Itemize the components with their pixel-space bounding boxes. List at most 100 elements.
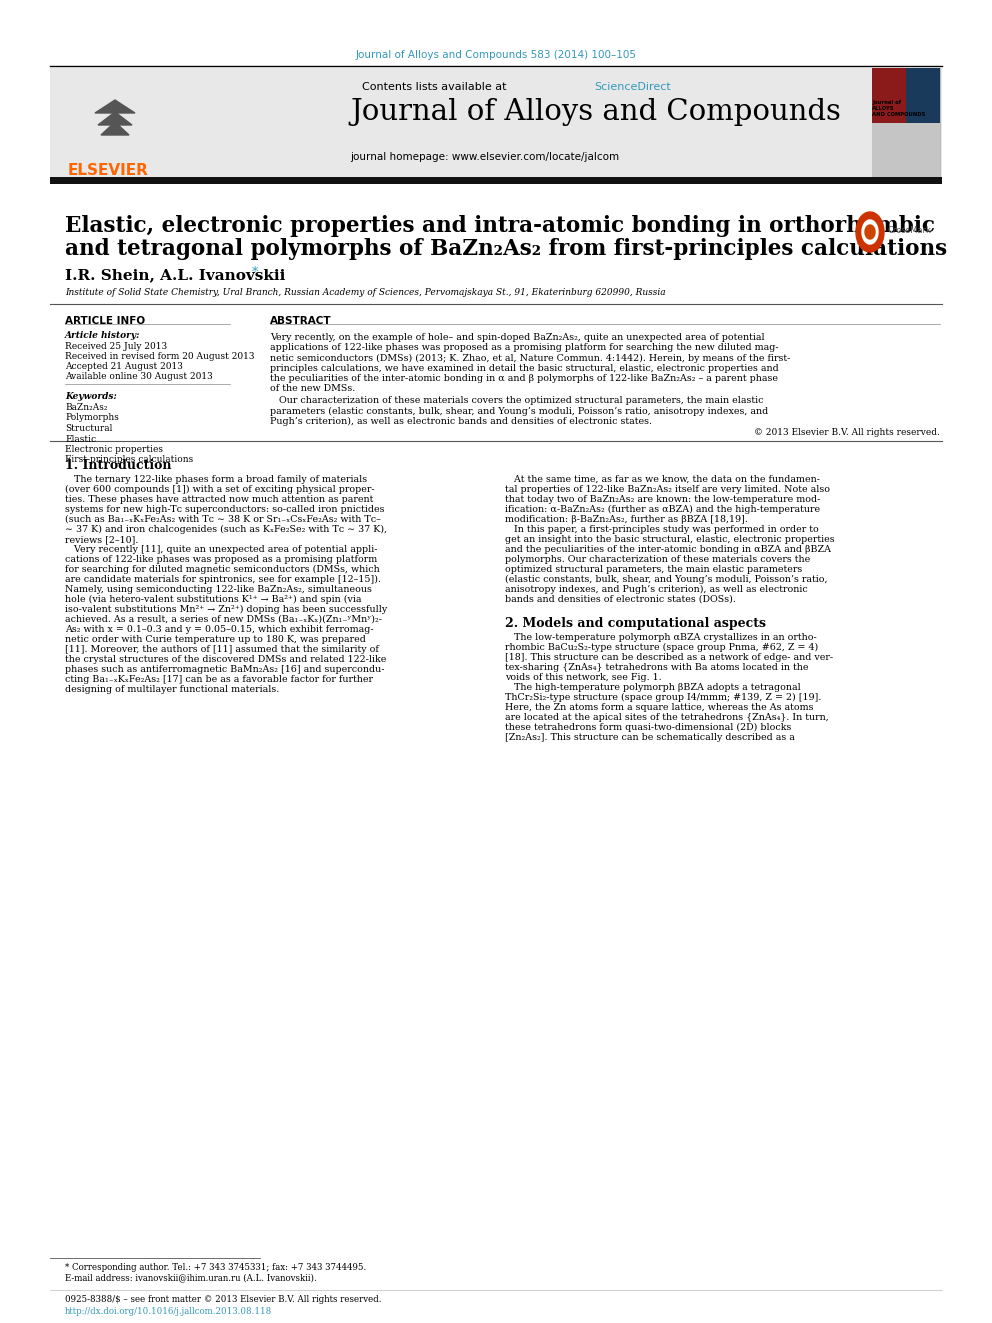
Text: ARTICLE INFO: ARTICLE INFO [65, 316, 145, 325]
Text: [11]. Moreover, the authors of [11] assumed that the similarity of: [11]. Moreover, the authors of [11] assu… [65, 644, 379, 654]
Text: ABSTRACT: ABSTRACT [270, 316, 331, 325]
Text: that today two of BaZn₂As₂ are known: the low-temperature mod-: that today two of BaZn₂As₂ are known: th… [505, 495, 820, 504]
Text: Very recently, on the example of hole– and spin-doped BaZn₂As₂, quite an unexpec: Very recently, on the example of hole– a… [270, 333, 765, 343]
Text: At the same time, as far as we know, the data on the fundamen-: At the same time, as far as we know, the… [505, 475, 820, 484]
Text: iso-valent substitutions Mn²⁺ → Zn²⁺) doping has been successfully: iso-valent substitutions Mn²⁺ → Zn²⁺) do… [65, 605, 387, 614]
Polygon shape [95, 101, 135, 112]
Text: designing of multilayer functional materials.: designing of multilayer functional mater… [65, 685, 280, 693]
Bar [50, 177, 942, 184]
Text: hole (via hetero-valent substitutions K¹⁺ → Ba²⁺) and spin (via: hole (via hetero-valent substitutions K¹… [65, 595, 361, 603]
Text: modification: β-BaZn₂As₂, further as βBZA [18,19].: modification: β-BaZn₂As₂, further as βBZ… [505, 515, 748, 524]
Text: optimized structural parameters, the main elastic parameters: optimized structural parameters, the mai… [505, 565, 803, 574]
Text: I.R. Shein, A.L. Ivanovskii: I.R. Shein, A.L. Ivanovskii [65, 269, 286, 282]
Text: E-mail address: ivanovskii@ihim.uran.ru (A.L. Ivanovskii).: E-mail address: ivanovskii@ihim.uran.ru … [65, 1273, 316, 1282]
Text: ties. These phases have attracted now much attention as parent: ties. These phases have attracted now mu… [65, 495, 373, 504]
Text: (such as Ba₁₋ₓKₓFe₂As₂ with Tᴄ ∼ 38 K or Sr₁₋ₓCsₓFe₂As₂ with Tᴄ–: (such as Ba₁₋ₓKₓFe₂As₂ with Tᴄ ∼ 38 K or… [65, 515, 381, 524]
Text: [18]. This structure can be described as a network of edge- and ver-: [18]. This structure can be described as… [505, 652, 833, 662]
Text: (elastic constants, bulk, shear, and Young’s moduli, Poisson’s ratio,: (elastic constants, bulk, shear, and You… [505, 574, 827, 583]
Text: Structural: Structural [65, 423, 112, 433]
Text: Elastic, electronic properties and intra-atomic bonding in orthorhombic: Elastic, electronic properties and intra… [65, 216, 935, 237]
Text: phases such as antiferromagnetic BaMn₂As₂ [16] and supercondu-: phases such as antiferromagnetic BaMn₂As… [65, 664, 385, 673]
Text: [Zn₂As₂]. This structure can be schematically described as a: [Zn₂As₂]. This structure can be schemati… [505, 733, 795, 742]
Text: netic semiconductors (DMSs) (2013; K. Zhao, et al, Nature Commun. 4:1442). Herei: netic semiconductors (DMSs) (2013; K. Zh… [270, 353, 791, 363]
Polygon shape [862, 220, 878, 243]
Text: these tetrahedrons form quasi-two-dimensional (2D) blocks: these tetrahedrons form quasi-two-dimens… [505, 722, 792, 732]
Text: parameters (elastic constants, bulk, shear, and Young’s moduli, Poisson’s ratio,: parameters (elastic constants, bulk, she… [270, 406, 768, 415]
Polygon shape [856, 212, 884, 251]
Text: anisotropy indexes, and Pugh’s criterion), as well as electronic: anisotropy indexes, and Pugh’s criterion… [505, 585, 807, 594]
Text: Received 25 July 2013: Received 25 July 2013 [65, 343, 167, 351]
Text: and the peculiarities of the inter-atomic bonding in αBZA and βBZA: and the peculiarities of the inter-atomi… [505, 545, 831, 554]
Text: netic order with Curie temperature up to 180 K, was prepared: netic order with Curie temperature up to… [65, 635, 366, 644]
Text: 0925-8388/$ – see front matter © 2013 Elsevier B.V. All rights reserved.: 0925-8388/$ – see front matter © 2013 El… [65, 1295, 382, 1304]
Text: ELSEVIER: ELSEVIER [68, 163, 149, 179]
Text: the crystal structures of the discovered DMSs and related 122-like: the crystal structures of the discovered… [65, 655, 386, 664]
Text: http://dx.doi.org/10.1016/j.jallcom.2013.08.118: http://dx.doi.org/10.1016/j.jallcom.2013… [65, 1307, 272, 1316]
Text: ScienceDirect: ScienceDirect [594, 82, 671, 93]
Text: Elastic: Elastic [65, 434, 96, 443]
Text: (over 600 compounds [1]) with a set of exciting physical proper-: (over 600 compounds [1]) with a set of e… [65, 484, 375, 493]
Bar [50, 67, 942, 179]
Text: get an insight into the basic structural, elastic, electronic properties: get an insight into the basic structural… [505, 534, 834, 544]
Text: The high-temperature polymorph βBZA adopts a tetragonal: The high-temperature polymorph βBZA adop… [505, 683, 801, 692]
Text: applications of 122-like phases was proposed as a promising platform for searchi: applications of 122-like phases was prop… [270, 343, 779, 352]
Text: First-principles calculations: First-principles calculations [65, 455, 193, 464]
Text: principles calculations, we have examined in detail the basic structural, elasti: principles calculations, we have examine… [270, 364, 779, 373]
Bar [906, 67, 940, 123]
Bar [872, 67, 906, 123]
Text: voids of this network, see Fig. 1.: voids of this network, see Fig. 1. [505, 673, 662, 681]
Text: the peculiarities of the inter-atomic bonding in α and β polymorphs of 122-like : the peculiarities of the inter-atomic bo… [270, 374, 778, 382]
Text: are located at the apical sites of the tetrahedrons {ZnAs₄}. In turn,: are located at the apical sites of the t… [505, 713, 828, 722]
Text: Journal of
ALLOYS
AND COMPOUNDS: Journal of ALLOYS AND COMPOUNDS [872, 101, 926, 118]
Polygon shape [98, 112, 132, 124]
Text: © 2013 Elsevier B.V. All rights reserved.: © 2013 Elsevier B.V. All rights reserved… [754, 427, 940, 437]
Polygon shape [865, 225, 875, 239]
Text: journal homepage: www.elsevier.com/locate/jalcom: journal homepage: www.elsevier.com/locat… [350, 152, 619, 161]
Text: As₂ with x = 0.1–0.3 and y = 0.05–0.15, which exhibit ferromag-: As₂ with x = 0.1–0.3 and y = 0.05–0.15, … [65, 624, 374, 634]
Text: Very recently [11], quite an unexpected area of potential appli-: Very recently [11], quite an unexpected … [65, 545, 378, 554]
Text: Our characterization of these materials covers the optimized structural paramete: Our characterization of these materials … [270, 396, 764, 405]
Text: and tetragonal polymorphs of BaZn₂As₂ from first-principles calculations: and tetragonal polymorphs of BaZn₂As₂ fr… [65, 238, 947, 261]
Text: Received in revised form 20 August 2013: Received in revised form 20 August 2013 [65, 352, 255, 361]
Text: * Corresponding author. Tel.: +7 343 3745331; fax: +7 343 3744495.: * Corresponding author. Tel.: +7 343 374… [65, 1263, 366, 1271]
Text: The low-temperature polymorph αBZA crystallizes in an ortho-: The low-temperature polymorph αBZA cryst… [505, 632, 816, 642]
Bar [872, 123, 940, 179]
Text: cations of 122-like phases was proposed as a promising platform: cations of 122-like phases was proposed … [65, 554, 377, 564]
Text: Accepted 21 August 2013: Accepted 21 August 2013 [65, 363, 183, 370]
Text: for searching for diluted magnetic semiconductors (DMSs, which: for searching for diluted magnetic semic… [65, 565, 380, 574]
Text: systems for new high-Tᴄ superconductors: so-called iron pnictides: systems for new high-Tᴄ superconductors:… [65, 505, 385, 513]
Text: 1. Introduction: 1. Introduction [65, 459, 172, 472]
Text: Journal of Alloys and Compounds: Journal of Alloys and Compounds [350, 98, 841, 126]
Text: of the new DMSs.: of the new DMSs. [270, 384, 355, 393]
Bar [872, 67, 940, 179]
Text: Polymorphs: Polymorphs [65, 414, 119, 422]
Text: Contents lists available at: Contents lists available at [362, 82, 510, 93]
Text: cting Ba₁₋ₓKₓFe₂As₂ [17] can be as a favorable factor for further: cting Ba₁₋ₓKₓFe₂As₂ [17] can be as a fav… [65, 675, 373, 684]
Text: Keywords:: Keywords: [65, 392, 117, 401]
Text: polymorphs. Our characterization of these materials covers the: polymorphs. Our characterization of thes… [505, 554, 810, 564]
Text: In this paper, a first-principles study was performed in order to: In this paper, a first-principles study … [505, 525, 818, 533]
Text: tex-sharing {ZnAs₄} tetrahedrons with Ba atoms located in the: tex-sharing {ZnAs₄} tetrahedrons with Ba… [505, 663, 808, 672]
Text: The ternary 122-like phases form a broad family of materials: The ternary 122-like phases form a broad… [65, 475, 367, 484]
Text: tal properties of 122-like BaZn₂As₂ itself are very limited. Note also: tal properties of 122-like BaZn₂As₂ itse… [505, 484, 830, 493]
Text: Pugh’s criterion), as well as electronic bands and densities of electronic state: Pugh’s criterion), as well as electronic… [270, 417, 652, 426]
Text: Institute of Solid State Chemistry, Ural Branch, Russian Academy of Sciences, Pe: Institute of Solid State Chemistry, Ural… [65, 288, 666, 296]
Text: reviews [2–10].: reviews [2–10]. [65, 534, 138, 544]
Text: BaZn₂As₂: BaZn₂As₂ [65, 404, 107, 411]
Text: Available online 30 August 2013: Available online 30 August 2013 [65, 372, 212, 381]
Text: achieved. As a result, a series of new DMSs (Ba₁₋ₓKₓ)(Zn₁₋ʸMnʸ)₂-: achieved. As a result, a series of new D… [65, 615, 382, 624]
Text: Namely, using semiconducting 122-like BaZn₂As₂, simultaneous: Namely, using semiconducting 122-like Ba… [65, 585, 372, 594]
Text: ification: α-BaZn₂As₂ (further as αBZA) and the high-temperature: ification: α-BaZn₂As₂ (further as αBZA) … [505, 505, 820, 513]
Text: Here, the Zn atoms form a square lattice, whereas the As atoms: Here, the Zn atoms form a square lattice… [505, 703, 813, 712]
Text: rhombic BaCu₂S₂-type structure (space group Pnma, #62, Z = 4): rhombic BaCu₂S₂-type structure (space gr… [505, 643, 818, 652]
Text: are candidate materials for spintronics, see for example [12–15]).: are candidate materials for spintronics,… [65, 574, 381, 583]
Bar [113, 116, 118, 135]
Text: 2. Models and computational aspects: 2. Models and computational aspects [505, 617, 766, 630]
Polygon shape [101, 122, 129, 135]
Text: Electronic properties: Electronic properties [65, 445, 163, 454]
Text: *: * [252, 266, 258, 279]
Text: bands and densities of electronic states (DOSs).: bands and densities of electronic states… [505, 595, 736, 603]
Text: Article history:: Article history: [65, 331, 141, 340]
Text: CrossMark: CrossMark [888, 226, 931, 235]
Text: Journal of Alloys and Compounds 583 (2014) 100–105: Journal of Alloys and Compounds 583 (201… [355, 50, 637, 60]
